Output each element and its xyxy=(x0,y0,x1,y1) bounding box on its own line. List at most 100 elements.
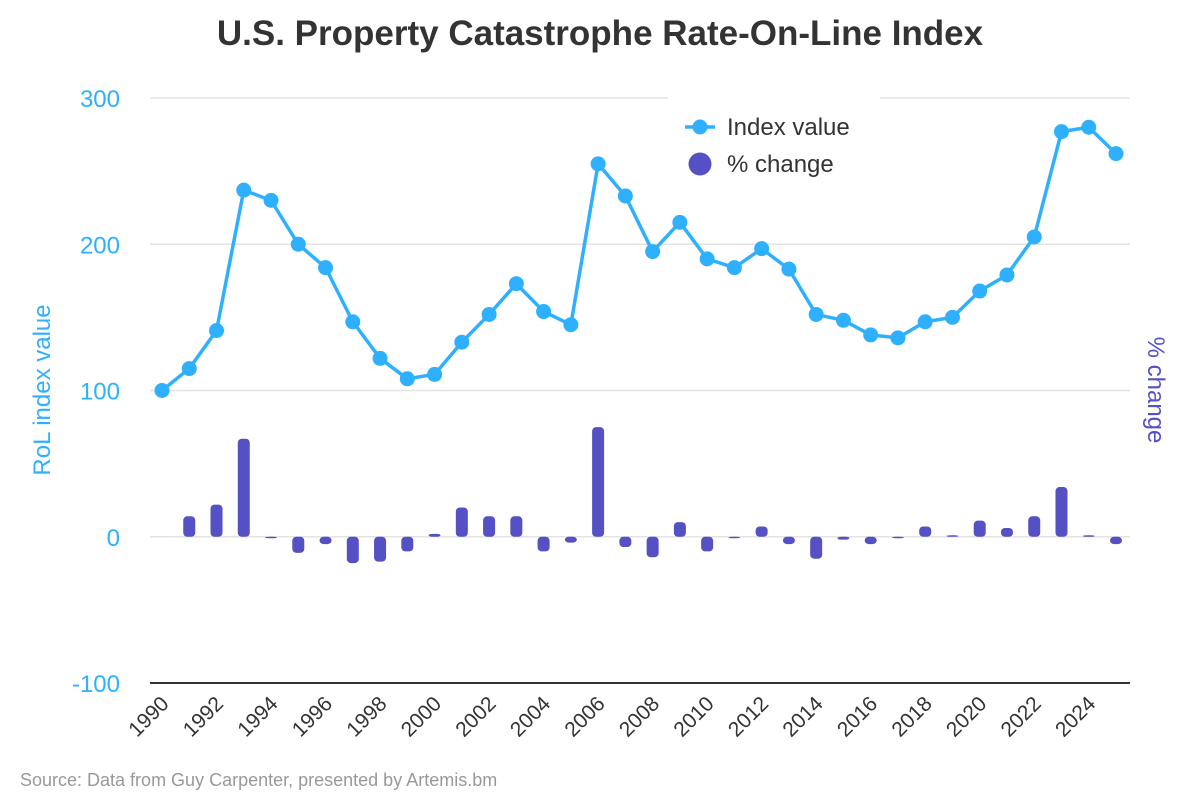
index-point xyxy=(1108,146,1124,162)
index-point xyxy=(508,276,524,292)
x-tick-label: 1992 xyxy=(179,692,228,741)
index-point xyxy=(399,371,415,387)
chart-title: U.S. Property Catastrophe Rate-On-Line I… xyxy=(216,14,984,53)
bar-pct-change xyxy=(265,536,278,539)
bar-pct-change xyxy=(810,536,823,559)
bar-pct-change xyxy=(755,526,768,537)
bar-pct-change xyxy=(292,536,305,553)
y-tick-label: 300 xyxy=(80,86,120,113)
index-point xyxy=(944,309,960,325)
bar-pct-change xyxy=(428,533,441,537)
bar-pct-change xyxy=(673,522,686,537)
index-point xyxy=(1053,124,1069,140)
index-point xyxy=(617,188,633,204)
bar-pct-change xyxy=(619,536,632,547)
bar-pct-change xyxy=(183,516,196,537)
bar-pct-change xyxy=(1000,527,1013,537)
x-tick-label: 2008 xyxy=(615,692,664,741)
index-point xyxy=(808,306,824,322)
bar-pct-change xyxy=(1055,487,1068,537)
x-tick-label: 2016 xyxy=(833,692,882,741)
y-axis-title: RoL index value xyxy=(29,304,56,475)
y-tick-label: 200 xyxy=(80,232,120,259)
bar-pct-change xyxy=(973,520,986,537)
index-point xyxy=(236,182,252,198)
legend-label-index: Index value xyxy=(727,114,850,141)
bar-pct-change xyxy=(401,536,414,552)
x-tick-label: 2000 xyxy=(397,692,446,741)
legend-marker-icon xyxy=(692,119,708,135)
bar-pct-change xyxy=(592,427,605,537)
bar-pct-change xyxy=(237,438,250,537)
x-tick-label: 2002 xyxy=(451,692,500,741)
bar-pct-change xyxy=(510,516,523,537)
bar-pct-change xyxy=(346,536,359,564)
x-tick-label: 2010 xyxy=(669,692,718,741)
bar-pct-change xyxy=(782,536,795,545)
bar-pct-change xyxy=(564,536,577,543)
bar-pct-change xyxy=(891,536,904,539)
x-tick-label: 1990 xyxy=(124,692,173,741)
legend-dot-icon xyxy=(688,152,712,176)
index-point xyxy=(427,366,443,382)
bar-pct-change xyxy=(210,504,223,537)
index-point xyxy=(999,267,1015,283)
index-point xyxy=(318,260,334,276)
y2-axis-title: % change xyxy=(1142,337,1169,444)
index-point xyxy=(917,314,933,330)
x-tick-label: 2022 xyxy=(996,692,1045,741)
y-tick-label: 100 xyxy=(80,379,120,406)
bar-pct-change xyxy=(701,536,714,552)
legend-background xyxy=(668,92,880,102)
index-point xyxy=(481,306,497,322)
bar-pct-change xyxy=(483,516,496,537)
bar-pct-change xyxy=(864,536,877,545)
index-point xyxy=(726,260,742,276)
index-point xyxy=(890,330,906,346)
bar-pct-change xyxy=(319,536,332,545)
index-point xyxy=(454,334,470,350)
index-point xyxy=(209,323,225,339)
bar-pct-change xyxy=(728,536,741,539)
index-point xyxy=(590,156,606,172)
index-point xyxy=(863,327,879,343)
x-tick-label: 2020 xyxy=(942,692,991,741)
x-tick-label: 1998 xyxy=(342,692,391,741)
index-point xyxy=(154,383,170,398)
index-point xyxy=(263,192,279,208)
index-line xyxy=(160,125,1118,392)
x-tick-label: 2024 xyxy=(1051,692,1101,742)
source-note: Source: Data from Guy Carpenter, present… xyxy=(20,770,498,790)
bar-pct-change xyxy=(455,507,468,537)
index-point xyxy=(972,283,988,299)
x-tick-label: 2006 xyxy=(560,692,609,741)
bar-pct-change xyxy=(646,536,659,558)
index-point xyxy=(754,241,770,257)
bar-pct-change xyxy=(1028,516,1041,537)
index-point xyxy=(699,251,715,267)
index-point xyxy=(290,236,306,252)
x-tick-label: 1994 xyxy=(233,692,283,742)
y-tick-label: -100 xyxy=(72,671,120,698)
bar-pct-change xyxy=(837,536,850,540)
x-tick-label: 2018 xyxy=(887,692,936,741)
bar-pct-change xyxy=(374,536,387,562)
index-point xyxy=(835,312,851,328)
index-point xyxy=(645,244,661,260)
bar-pct-change xyxy=(919,526,932,537)
index-point xyxy=(1026,229,1042,245)
index-point xyxy=(563,317,579,333)
bar-pct-change xyxy=(1110,536,1122,545)
index-point xyxy=(345,314,361,330)
bar-pct-change xyxy=(1082,535,1095,537)
x-tick-label: 2012 xyxy=(724,692,773,741)
legend-label-pct: % change xyxy=(727,151,834,178)
index-point xyxy=(372,350,388,366)
x-tick-label: 2004 xyxy=(506,692,556,742)
index-point xyxy=(781,261,797,277)
index-point xyxy=(1081,119,1097,135)
x-tick-label: 1996 xyxy=(288,692,337,741)
bar-pct-change xyxy=(537,536,550,552)
y-tick-label: 0 xyxy=(107,525,120,552)
